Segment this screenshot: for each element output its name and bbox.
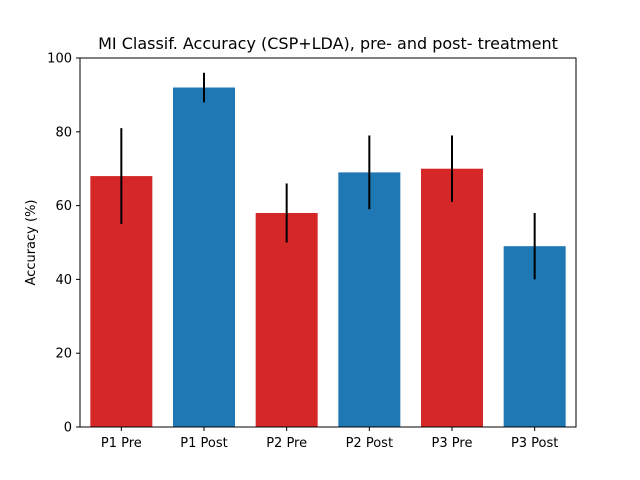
bar-p2-post — [338, 172, 401, 427]
y-tick-label: 60 — [55, 199, 72, 214]
x-tick-label: P2 Post — [346, 436, 393, 451]
x-tick-label: P2 Pre — [266, 436, 307, 451]
bars-layer — [90, 87, 566, 428]
y-tick-label: 20 — [55, 347, 72, 362]
bar-p3-pre — [421, 168, 483, 427]
chart-title: MI Classif. Accuracy (CSP+LDA), pre- and… — [98, 34, 558, 53]
y-tick-label: 100 — [47, 52, 72, 67]
x-tick-label: P1 Post — [180, 436, 227, 451]
x-tick-label: P3 Post — [511, 436, 558, 451]
y-axis: 0 20 40 60 80 100 — [47, 52, 80, 436]
y-tick-label: 40 — [55, 273, 72, 288]
x-axis: P1 Pre P1 Post P2 Pre P2 Post P3 Pre P3 Post — [101, 427, 558, 451]
x-tick-label: P1 Pre — [101, 436, 142, 451]
x-tick-label: P3 Pre — [432, 436, 473, 451]
y-tick-label: 80 — [55, 125, 72, 140]
plot-frame — [79, 57, 577, 428]
y-tick-label: 0 — [64, 421, 72, 436]
error-bars-layer — [120, 72, 536, 280]
y-axis-label: Accuracy (%) — [24, 200, 39, 286]
bar-p1-post — [173, 87, 235, 428]
bar-p2-pre — [255, 212, 318, 427]
